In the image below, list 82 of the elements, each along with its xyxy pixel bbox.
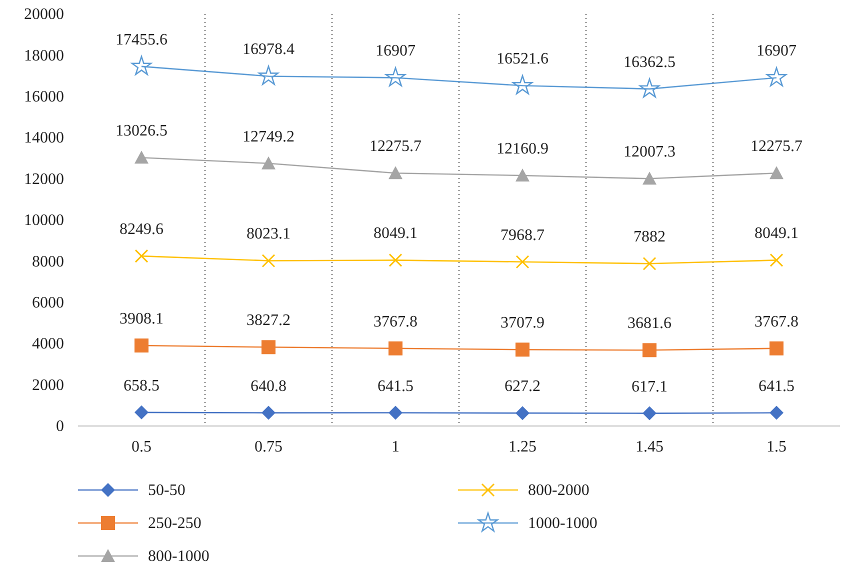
data-label: 3767.8 [374,313,418,330]
y-tick-label: 16000 [24,88,64,106]
data-label: 8049.1 [754,225,798,242]
y-tick-label: 18000 [24,47,64,64]
data-label: 3767.8 [754,313,798,330]
data-label: 16907 [756,42,796,60]
point [262,406,276,420]
data-label: 13026.5 [116,122,168,140]
y-tick-label: 4000 [32,336,64,353]
data-label: 3908.1 [120,310,164,328]
point [134,338,148,352]
point [642,172,656,185]
data-label: 16362.5 [624,54,676,71]
legend-label: 800-2000 [528,482,590,499]
point [642,256,656,270]
point [516,342,530,357]
data-label: 627.2 [504,378,540,396]
data-label: 3681.6 [628,315,672,332]
data-label: 12749.2 [242,128,294,146]
legend-label: 1000-1000 [528,515,598,532]
x-tick-label: 0.5 [132,438,152,456]
point [262,156,276,170]
point [385,67,406,86]
point [262,340,276,354]
y-tick-label: 12000 [24,170,64,188]
data-label: 641.5 [758,378,794,395]
data-label: 12007.3 [624,144,676,161]
point [770,253,784,267]
point [388,166,402,180]
point [388,253,402,267]
point [516,168,530,182]
data-label: 12160.9 [496,140,548,158]
data-label: 617.1 [632,378,668,396]
legend-label: 50-50 [148,482,186,499]
point [516,255,530,269]
legend-label: 800-1000 [148,548,210,565]
point [766,67,787,86]
data-label: 658.5 [124,377,160,394]
data-label: 3827.2 [246,312,290,330]
x-tick-label: 1.25 [508,438,536,456]
x-tick-label: 1.45 [636,438,664,456]
point [516,406,530,420]
y-tick-label: 6000 [32,294,64,312]
data-label: 16521.6 [496,50,548,68]
y-tick-label: 20000 [24,6,64,24]
y-tick-label: 8000 [32,253,64,270]
point [770,166,784,180]
data-label: 17455.6 [116,31,168,48]
data-label: 7882 [634,228,666,246]
legend-label: 250-250 [148,515,202,532]
point [388,341,402,356]
data-label: 12275.7 [370,138,422,156]
data-label: 16978.4 [242,41,294,58]
point [642,343,656,358]
point [639,78,660,98]
x-tick-label: 0.75 [254,438,282,456]
data-label: 12275.7 [750,138,802,156]
point [262,254,276,268]
point [642,406,656,420]
point [512,75,533,94]
point [134,249,148,263]
y-tick-label: 2000 [32,376,64,394]
data-label: 16907 [376,42,416,60]
data-label: 8023.1 [246,226,290,243]
data-label: 640.8 [250,378,286,395]
point [770,406,784,420]
y-tick-label: 10000 [24,212,64,230]
point [388,406,402,420]
point [258,66,279,85]
point [134,405,148,420]
data-label: 3707.9 [500,314,544,332]
point [770,341,784,356]
data-label: 641.5 [378,378,414,395]
data-label: 7968.7 [500,226,544,244]
point [131,56,152,76]
data-label: 8249.6 [120,221,164,238]
y-tick-label: 14000 [24,130,64,147]
point [134,150,148,164]
y-tick-label: 0 [56,418,64,436]
data-label: 8049.1 [374,225,418,242]
x-tick-label: 1.5 [766,438,786,456]
x-tick-label: 1 [392,438,400,456]
